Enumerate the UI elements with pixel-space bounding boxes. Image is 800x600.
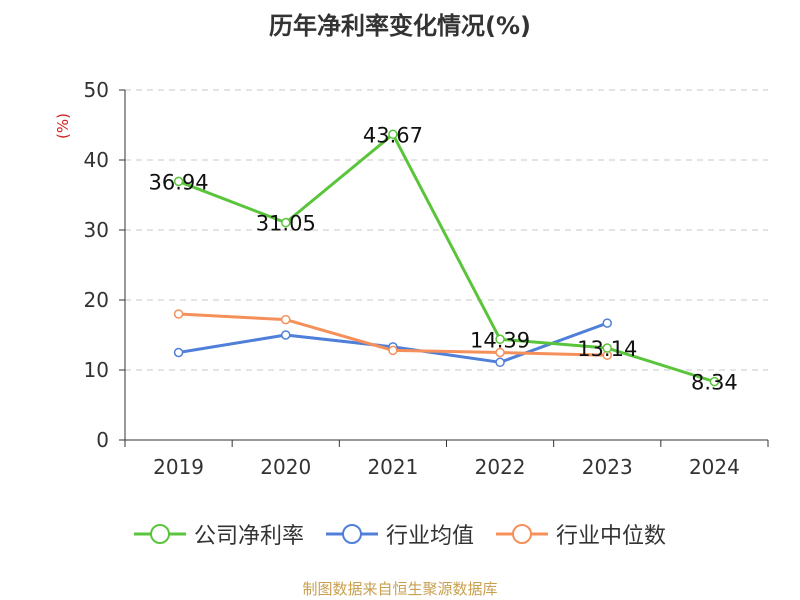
data-label: 36.94 [149,170,209,194]
legend: 公司净利率 行业均值 行业中位数 [0,518,800,550]
legend-line-circle-icon [325,524,378,544]
data-point [281,217,291,228]
source-note: 制图数据来自恒生聚源数据库 [302,580,498,598]
data-point [495,357,505,368]
legend-marker [149,524,170,544]
legend-item[interactable]: 公司净利率 [133,518,304,550]
axes: 0 10 20 30 40 50 2019 2020 2021 2022 2023 2024 (%) [54,78,769,479]
chart-title: 历年净利率变化情况(%) [269,12,531,40]
data-point [709,376,720,387]
x-tick-label: 2023 [582,455,633,479]
data-point [173,347,184,358]
x-tick-label: 2020 [260,455,311,479]
data-label: 31.05 [256,212,316,236]
data-label: 8.34 [691,371,738,395]
legend-label: 行业中位数 [556,524,667,549]
data-point [495,347,505,358]
legend-marker [341,524,362,544]
x-tick-label: 2021 [367,455,418,479]
data-point [602,318,612,328]
x-tick-label: 2019 [153,455,204,479]
legend-line-circle-icon [496,524,548,544]
data-label: 43.67 [363,123,423,147]
legend-item[interactable]: 行业中位数 [496,518,666,550]
data-label: 14.39 [470,328,530,352]
legend-item[interactable]: 行业均值 [325,518,474,550]
data-point [495,334,505,345]
data-labels: 36.94 31.05 43.67 14.39 13.14 8.34 [149,123,738,394]
y-tick-label: 10 [84,358,109,382]
grid-lines [125,89,768,371]
series-points [173,129,720,387]
data-point [281,314,291,325]
data-point [388,345,398,356]
data-point [602,343,612,353]
x-tick-label: 2024 [689,455,740,479]
data-point [388,129,398,140]
legend-label: 行业均值 [385,524,474,549]
legend-line-circle-icon [133,524,186,544]
y-tick-label: 50 [84,78,109,102]
y-tick-label: 20 [84,288,109,312]
data-label: 13.14 [577,337,637,361]
x-tick-label: 2022 [475,455,526,479]
legend-label: 公司净利率 [193,524,304,549]
data-point [281,330,291,340]
series-line [178,132,715,384]
y-tick-label: 0 [96,428,109,452]
legend-marker [512,524,532,544]
data-point [173,176,184,187]
y-tick-label: 30 [84,218,109,242]
y-axis-label: (%) [54,113,72,139]
y-tick-label: 40 [84,148,109,172]
data-point [173,309,184,319]
